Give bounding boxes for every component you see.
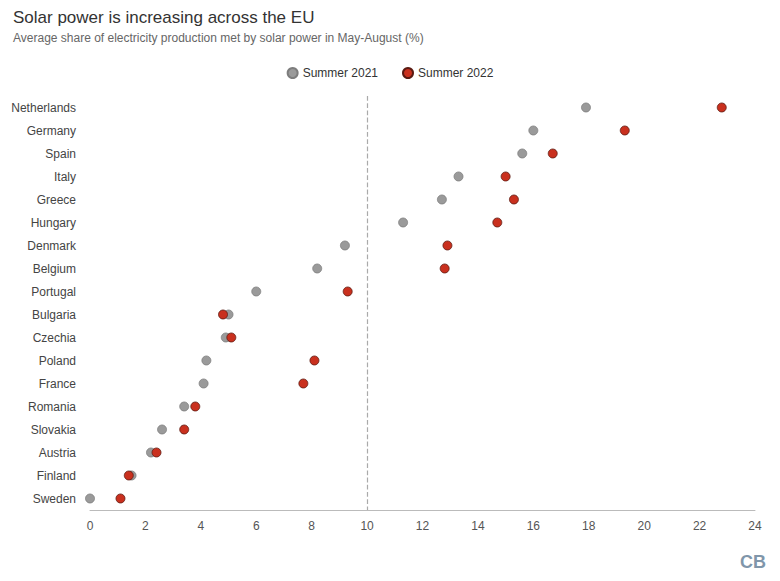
- svg-text:Greece: Greece: [37, 193, 77, 207]
- svg-text:Summer 2022: Summer 2022: [418, 66, 494, 80]
- svg-text:10: 10: [360, 519, 374, 533]
- svg-text:Portugal: Portugal: [31, 285, 76, 299]
- svg-text:Denmark: Denmark: [27, 239, 77, 253]
- svg-text:16: 16: [527, 519, 541, 533]
- svg-text:Slovakia: Slovakia: [31, 423, 77, 437]
- svg-text:Belgium: Belgium: [33, 262, 76, 276]
- svg-text:4: 4: [197, 519, 204, 533]
- svg-text:Average share of electricity p: Average share of electricity production …: [13, 31, 424, 45]
- svg-text:12: 12: [416, 519, 430, 533]
- svg-text:Hungary: Hungary: [31, 216, 76, 230]
- svg-text:Netherlands: Netherlands: [11, 101, 76, 115]
- svg-text:Summer 2021: Summer 2021: [303, 66, 379, 80]
- svg-text:0: 0: [87, 519, 94, 533]
- svg-text:Czechia: Czechia: [33, 331, 77, 345]
- svg-text:20: 20: [637, 519, 651, 533]
- svg-text:Spain: Spain: [45, 147, 76, 161]
- svg-text:Romania: Romania: [28, 400, 76, 414]
- svg-text:Austria: Austria: [39, 446, 77, 460]
- svg-text:22: 22: [693, 519, 707, 533]
- svg-text:Sweden: Sweden: [33, 492, 76, 506]
- svg-text:2: 2: [142, 519, 149, 533]
- svg-text:Italy: Italy: [54, 170, 76, 184]
- svg-text:CB: CB: [740, 552, 766, 572]
- svg-text:Germany: Germany: [27, 124, 76, 138]
- svg-text:24: 24: [748, 519, 762, 533]
- svg-text:8: 8: [308, 519, 315, 533]
- svg-text:Solar power is increasing acro: Solar power is increasing across the EU: [13, 8, 314, 27]
- svg-text:Poland: Poland: [39, 354, 76, 368]
- svg-text:14: 14: [471, 519, 485, 533]
- svg-text:Finland: Finland: [37, 469, 76, 483]
- svg-text:18: 18: [582, 519, 596, 533]
- svg-text:6: 6: [253, 519, 260, 533]
- svg-text:Bulgaria: Bulgaria: [32, 308, 76, 322]
- svg-text:France: France: [39, 377, 77, 391]
